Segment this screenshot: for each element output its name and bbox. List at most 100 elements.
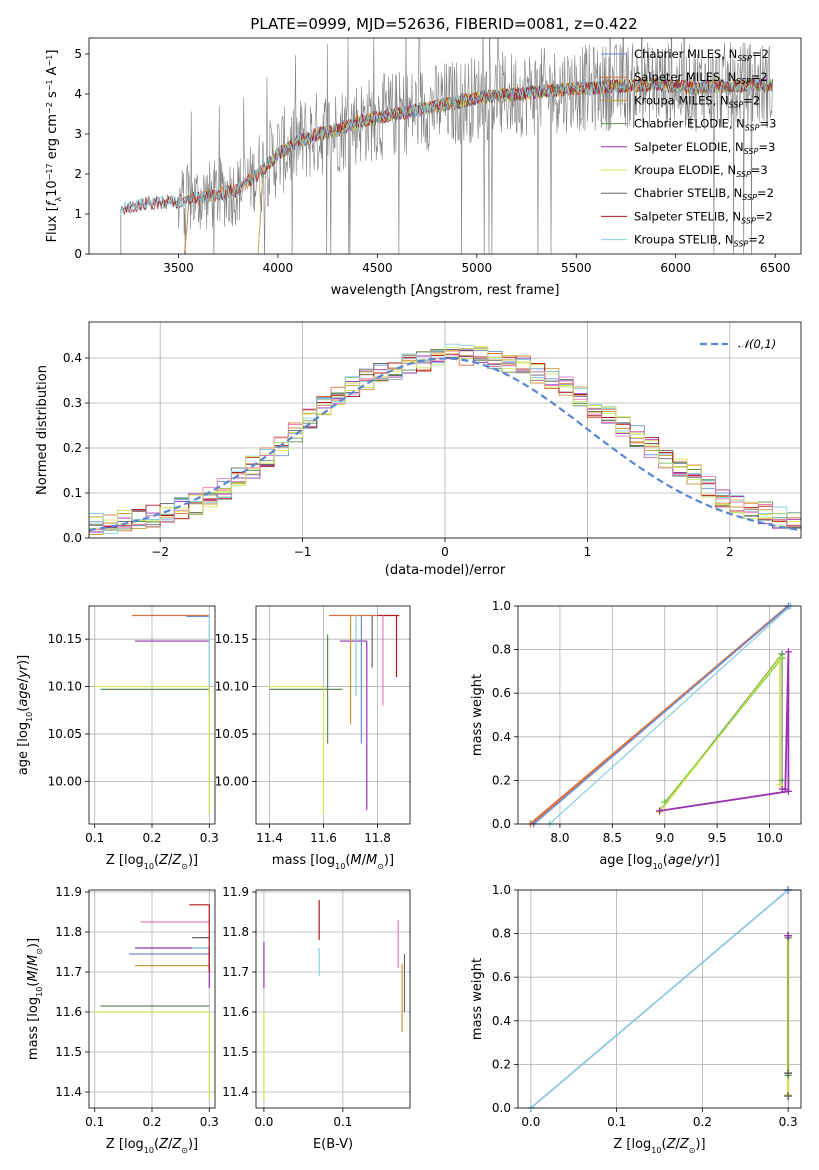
normal-curve <box>89 357 801 532</box>
panel-age_vs_Z: 0.1 0.2 0.3 10.00 10.05 10.10 10.15 Z [log10(Z/… <box>16 605 219 871</box>
x-tick-label: 9.0 <box>655 831 674 845</box>
x-axis-label: wavelength [Angstrom, rest frame] <box>331 283 560 298</box>
x-tick-label: 6500 <box>760 261 791 275</box>
y-tick-label: 11.5 <box>55 1045 82 1059</box>
spectrum-legend: Chabrier MILES, NSSP=2 Salpeter MILES, NS… <box>601 47 776 249</box>
y-tick-label: 0.6 <box>492 970 511 984</box>
weight-line <box>533 606 789 824</box>
x-tick-label: −1 <box>294 545 312 559</box>
y-tick-label: 10.15 <box>48 632 82 646</box>
legend-entry: Chabrier MILES, NSSP=2 <box>634 47 769 63</box>
x-axis-label: E(B-V) <box>313 1137 353 1152</box>
y-tick-label: 1.0 <box>492 599 511 613</box>
x-tick-label: 11.6 <box>310 831 337 845</box>
plus-marker <box>784 648 792 656</box>
axes-frame <box>255 605 411 825</box>
y-axis-label: mass [log10(M/M⊙)] <box>26 938 44 1060</box>
legend-entry: Kroupa STELIB, NSSP=2 <box>634 233 765 249</box>
plus-marker <box>661 798 669 806</box>
x-tick-label: 0.3 <box>200 831 219 845</box>
y-tick-label: 11.6 <box>55 1005 82 1019</box>
plot-area <box>120 38 774 254</box>
x-tick-label: 6000 <box>660 261 691 275</box>
plus-marker <box>784 931 793 940</box>
spectrum-data <box>120 38 774 254</box>
x-axis-label: (data-model)/error <box>385 563 506 578</box>
y-axis-label: mass weight <box>470 674 485 756</box>
x-tick-label: 0.1 <box>85 831 104 845</box>
x-tick-label: 2 <box>726 545 734 559</box>
plus-marker <box>778 785 786 793</box>
y-tick-label: 0.6 <box>492 686 511 700</box>
y-tick-label: 0.1 <box>63 486 82 500</box>
axes-frame <box>88 605 216 825</box>
y-tick-label: 11.6 <box>222 1005 249 1019</box>
x-tick-label: 4000 <box>263 261 294 275</box>
plot-area <box>256 606 410 824</box>
legend-entry: Chabrier STELIB, NSSP=2 <box>634 186 774 202</box>
panel-residual_hist: −2 −1 0 1 2 0.0 0.1 0.2 0.3 0.4 (data-model)/error… <box>35 321 802 578</box>
y-tick-label: 11.9 <box>55 885 82 899</box>
y-tick-label: 0.2 <box>63 441 82 455</box>
y-tick-label: 0.4 <box>492 1014 511 1028</box>
x-tick-label: 0.2 <box>142 831 161 845</box>
axes-frame <box>88 37 802 255</box>
model-kroupa-stelib <box>120 78 773 216</box>
y-tick-label: 11.8 <box>222 925 249 939</box>
x-tick-label: 1 <box>584 545 592 559</box>
y-axis-label: Normed distribution <box>35 365 50 495</box>
x-tick-label: 0.3 <box>779 1115 798 1129</box>
x-tick-label: 0.3 <box>200 1115 219 1129</box>
x-tick-label: 11.8 <box>364 831 391 845</box>
y-tick-label: 1 <box>74 207 82 221</box>
y-tick-label: 0.8 <box>492 927 511 941</box>
x-axis-label: Z [log10(Z/Z⊙)] <box>106 1137 198 1155</box>
axes-frame <box>255 889 411 1109</box>
y-tick-label: 2 <box>74 167 82 181</box>
model-salpeter-stelib <box>120 77 773 215</box>
x-tick-label: 0.0 <box>521 1115 540 1129</box>
x-tick-label: 8.0 <box>550 831 569 845</box>
legend-entry: Kroupa MILES, NSSP=2 <box>634 93 760 109</box>
y-tick-label: 5 <box>74 47 82 61</box>
y-tick-label: 11.4 <box>222 1085 249 1099</box>
y-tick-label: 10.00 <box>48 774 82 788</box>
panel-mass_vs_EBV: 0.0 0.1 11.4 11.5 11.6 11.7 11.8 11.9 E(B-V) <box>222 885 411 1152</box>
y-tick-label: 10.10 <box>48 680 82 694</box>
weight-line <box>664 657 783 803</box>
y-tick-label: 10.05 <box>215 727 249 741</box>
x-tick-label: 0.2 <box>693 1115 712 1129</box>
axes-frame <box>88 889 216 1109</box>
plus-marker <box>778 776 786 784</box>
panel-age_vs_mass: 11.4 11.6 11.8 10.00 10.05 10.10 10.15 mass [lo… <box>215 605 411 871</box>
y-tick-label: 0.0 <box>492 817 511 831</box>
plus-marker <box>656 807 663 815</box>
y-tick-label: 0 <box>74 247 82 261</box>
x-tick-label: 11.4 <box>256 831 283 845</box>
plot-area <box>89 322 801 538</box>
x-tick-label: −2 <box>151 545 169 559</box>
y-tick-label: 0.2 <box>492 773 511 787</box>
y-tick-label: 0.2 <box>492 1057 511 1071</box>
y-tick-label: 11.7 <box>55 965 82 979</box>
y-tick-label: 10.15 <box>215 632 249 646</box>
axes-frame <box>88 321 802 539</box>
y-tick-label: 1.0 <box>492 883 511 897</box>
y-tick-label: 0.3 <box>63 396 82 410</box>
y-tick-label: 11.9 <box>222 885 249 899</box>
y-tick-label: 10.00 <box>215 774 249 788</box>
x-tick-label: 0.1 <box>607 1115 626 1129</box>
plus-marker <box>778 654 786 662</box>
figure-title: PLATE=0999, MJD=52636, FIBERID=0081, z=0… <box>250 15 637 33</box>
legend-entry: Chabrier ELODIE, NSSP=3 <box>634 117 776 133</box>
y-tick-label: 11.5 <box>222 1045 249 1059</box>
x-tick-label: 4500 <box>362 261 393 275</box>
x-tick-label: 0.1 <box>85 1115 104 1129</box>
x-tick-label: 9.5 <box>708 831 727 845</box>
hist-lime <box>89 346 801 538</box>
x-tick-label: 3500 <box>163 261 194 275</box>
x-axis-label: mass [log10(M/M⊙)] <box>272 853 394 871</box>
y-tick-label: 10.05 <box>48 727 82 741</box>
x-tick-label: 10.0 <box>756 831 783 845</box>
x-tick-label: 0.2 <box>142 1115 161 1129</box>
